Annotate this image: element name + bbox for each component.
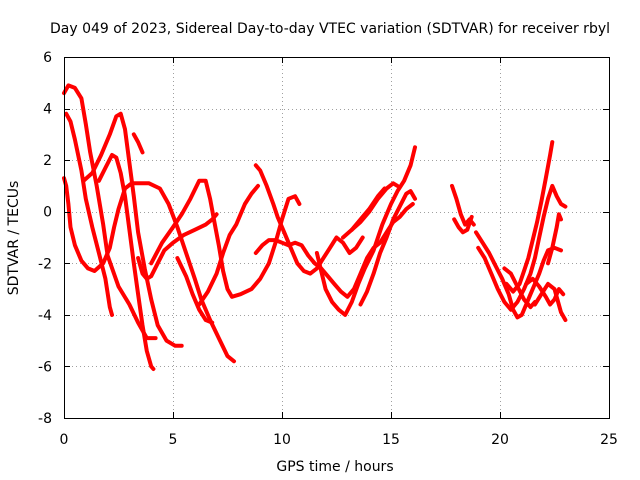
- y-tick-label: 4: [43, 102, 52, 118]
- series-arc-15: [358, 189, 417, 307]
- y-tick-label: -4: [38, 308, 52, 324]
- x-axis-label: GPS time / hours: [276, 459, 393, 475]
- y-tick-label: 6: [43, 50, 52, 66]
- y-axis-label: SDTVAR / TECUs: [6, 181, 22, 296]
- series-arc-23: [502, 266, 537, 310]
- series-arc-08: [149, 178, 302, 299]
- series-arc-01: [62, 83, 158, 341]
- y-tick-label: -8: [38, 411, 52, 427]
- series-arc-20: [476, 183, 568, 312]
- x-tick-label: 10: [273, 432, 291, 448]
- grid: [64, 57, 609, 418]
- axes: 0 5 10 15 20 25 -8 -6 -4 -2 0 2 4 6: [38, 50, 618, 448]
- x-tick-label: 5: [169, 432, 178, 448]
- data-layer: [62, 83, 568, 371]
- series-arc-06: [131, 132, 145, 155]
- y-tick-label: 0: [43, 205, 52, 221]
- series-arc-24: [532, 281, 568, 322]
- series-arc-05: [96, 153, 156, 371]
- plot-frame: [64, 57, 610, 419]
- series-arc-02: [64, 111, 114, 317]
- x-tick-label: 0: [60, 432, 69, 448]
- chart-title: Day 049 of 2023, Sidereal Day-to-day VTE…: [50, 21, 610, 37]
- series-arc-18: [452, 214, 474, 235]
- series-arc-07: [136, 212, 219, 281]
- series-arc-22: [524, 276, 566, 307]
- series-arc-04: [81, 111, 184, 348]
- series-arc-19: [474, 230, 563, 320]
- x-tick-label: 25: [600, 432, 618, 448]
- x-tick-label: 15: [382, 432, 400, 448]
- series-arc-11: [253, 163, 365, 276]
- y-tick-label: 2: [43, 153, 52, 169]
- series-arc-10: [197, 183, 260, 307]
- series-arc-16: [349, 186, 387, 232]
- series-arc-13: [314, 145, 417, 317]
- x-tick-label: 20: [491, 432, 509, 448]
- series-arc-09: [175, 256, 215, 325]
- y-tick-label: -2: [38, 256, 52, 272]
- y-tick-label: -6: [38, 359, 52, 375]
- series-arc-25: [546, 212, 563, 266]
- series-arc-03: [62, 176, 236, 364]
